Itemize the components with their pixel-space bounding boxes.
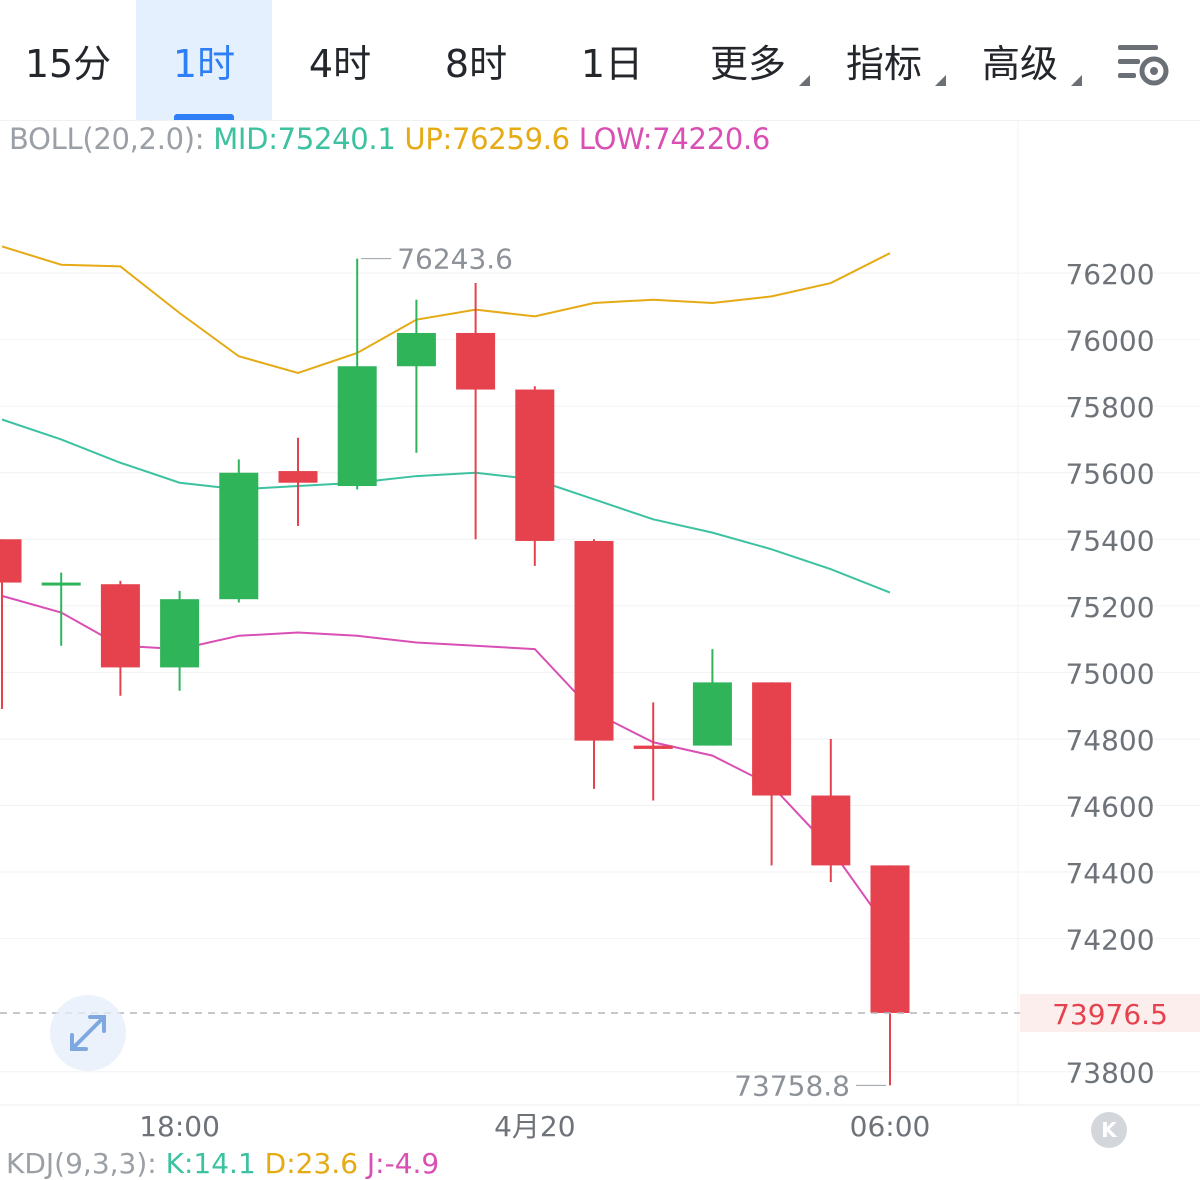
expand-arrows-icon — [70, 1015, 106, 1051]
tab-15min-label: 15分 — [24, 41, 112, 86]
candle-up — [337, 366, 377, 487]
kdj-label: KDJ(9,3,3): — [6, 1147, 157, 1180]
active-tab-indicator — [174, 114, 234, 120]
y-tick-label: 74400 — [1065, 857, 1154, 890]
y-tick-label: 75000 — [1065, 657, 1154, 690]
candle-down — [811, 795, 851, 866]
x-tick-label: 4月20 — [494, 1110, 575, 1143]
boll-legend: BOLL(20,2.0): MID:75240.1 UP:76259.6 LOW… — [9, 122, 770, 156]
boll-label: BOLL(20,2.0): — [9, 122, 205, 156]
min-price-label: 73758.8 — [734, 1069, 850, 1102]
candle-down — [752, 682, 792, 796]
candle-down — [633, 745, 673, 749]
y-tick-label: 73800 — [1065, 1057, 1154, 1090]
y-tick-label: 75400 — [1065, 524, 1154, 557]
dropdown-triangle-icon — [799, 75, 810, 86]
y-tick-label: 74800 — [1065, 724, 1154, 757]
candle-up — [160, 599, 200, 668]
tab-indicators[interactable]: 指标 — [816, 0, 952, 120]
y-tick-label: 75200 — [1065, 591, 1154, 624]
candle-up — [219, 472, 259, 600]
y-tick-label: 75600 — [1065, 458, 1154, 491]
candle-up — [692, 682, 732, 746]
tab-4h[interactable]: 4时 — [272, 0, 408, 120]
candle-down — [574, 540, 614, 741]
tab-1h-label: 1时 — [172, 41, 236, 86]
tab-1h[interactable]: 1时 — [136, 0, 272, 120]
x-tick-label: 06:00 — [850, 1110, 931, 1143]
tab-1d-label: 1日 — [580, 41, 644, 86]
expand-chart-button[interactable] — [50, 995, 126, 1071]
tab-1d[interactable]: 1日 — [544, 0, 680, 120]
boll-mid-line — [1, 418, 891, 594]
kdj-legend: KDJ(9,3,3): K:14.1 D:23.6 J:-4.9 — [6, 1147, 439, 1180]
candle-down — [870, 865, 910, 1013]
dropdown-triangle-icon — [1071, 75, 1082, 86]
tab-15min[interactable]: 15分 — [0, 0, 136, 120]
kdj-j-value: J:-4.9 — [366, 1147, 440, 1180]
boll-upper-line — [1, 245, 891, 374]
candle-down — [100, 584, 140, 668]
y-tick-label: 74200 — [1065, 924, 1154, 957]
back-to-latest-button[interactable]: K — [1091, 1112, 1127, 1148]
candle-up — [41, 582, 81, 586]
candlestick-chart[interactable]: 76200 76000 75800 75600 75400 75200 75000 74800… — [0, 120, 1200, 1147]
last-price-tag — [1020, 993, 1200, 1032]
candle-up — [396, 332, 436, 367]
y-tick-label: 76200 — [1065, 258, 1154, 291]
boll-up-value: UP:76259.6 — [404, 122, 570, 156]
candle-down — [515, 389, 555, 541]
y-tick-label: 75800 — [1065, 391, 1154, 424]
candle-down — [278, 471, 318, 483]
tab-more[interactable]: 更多 — [680, 0, 816, 120]
kdj-d-value: D:23.6 — [264, 1147, 359, 1180]
tab-indicators-label: 指标 — [845, 41, 922, 86]
dropdown-triangle-icon — [935, 75, 946, 86]
candle-down — [456, 332, 496, 390]
tab-more-label: 更多 — [709, 41, 786, 86]
max-price-label: 76243.6 — [397, 243, 513, 276]
chart-settings-icon[interactable] — [1114, 40, 1174, 92]
boll-mid-value: MID:75240.1 — [213, 122, 396, 156]
tab-4h-label: 4时 — [308, 41, 372, 86]
tab-advanced-label: 高级 — [981, 41, 1058, 86]
interval-tab-bar: 15分 1时 4时 8时 1日 更多 指标 高级 — [0, 0, 1200, 121]
y-tick-label: 76000 — [1065, 325, 1154, 358]
candle-down — [0, 539, 22, 583]
last-price-label: 73976.5 — [1052, 998, 1168, 1031]
x-tick-label: 18:00 — [139, 1110, 220, 1143]
tab-advanced[interactable]: 高级 — [952, 0, 1088, 120]
tab-8h-label: 8时 — [444, 41, 508, 86]
kdj-k-value: K:14.1 — [165, 1147, 256, 1180]
y-tick-label: 74600 — [1065, 791, 1154, 824]
tab-8h[interactable]: 8时 — [408, 0, 544, 120]
boll-low-value: LOW:74220.6 — [578, 122, 771, 156]
boll-lower-line — [1, 594, 891, 933]
